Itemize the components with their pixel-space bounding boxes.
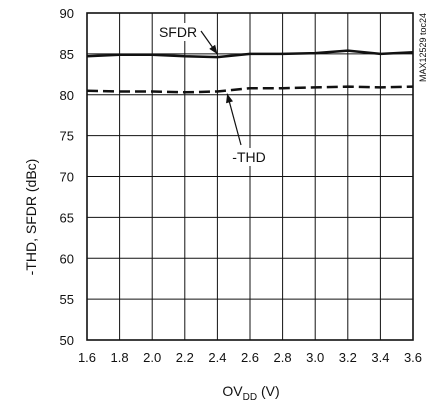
annotations: SFDR -THD	[155, 23, 269, 166]
x-tick-label: 2.2	[176, 350, 194, 365]
y-tick-label: 85	[60, 47, 74, 62]
y-tick-label: 50	[60, 333, 74, 348]
x-axis-label-unit: (V)	[257, 383, 280, 399]
x-axis-label-main: OV	[222, 383, 243, 399]
annotation-label-background	[155, 23, 201, 41]
grid	[86, 12, 414, 341]
x-tick-label: 2.8	[274, 350, 292, 365]
y-tick-label: 90	[60, 6, 74, 21]
y-tick-label: 80	[60, 88, 74, 103]
x-axis-label: OVDD (V)	[222, 383, 279, 403]
x-tick-label: 1.6	[78, 350, 96, 365]
x-tick-label: 1.8	[111, 350, 129, 365]
x-tick-label: 3.0	[306, 350, 324, 365]
x-tick-label: 3.4	[371, 350, 389, 365]
series-line-thd	[86, 85, 414, 94]
annotation-label-background	[229, 148, 269, 166]
x-tick-label: 3.2	[339, 350, 357, 365]
x-tick-label: 3.6	[404, 350, 422, 365]
x-axis-label-subscript: DD	[243, 392, 257, 403]
y-tick-label: 75	[60, 129, 74, 144]
x-tick-label: 2.0	[143, 350, 161, 365]
y-axis-label: -THD, SFDR (dBc)	[23, 159, 39, 276]
y-tick-label: 60	[60, 251, 74, 266]
y-tick-label: 65	[60, 210, 74, 225]
y-tick-label: 55	[60, 292, 74, 307]
annotation-label: -THD	[232, 149, 265, 165]
annotation-arrowhead	[226, 93, 233, 104]
figure-code: MAX12529 toc24	[418, 13, 428, 82]
series-lines	[86, 49, 414, 94]
annotation-label: SFDR	[159, 24, 197, 40]
x-tick-label: 2.6	[241, 350, 259, 365]
annotation-arrowhead	[209, 44, 218, 55]
plot-frame	[86, 12, 414, 341]
x-tick-label: 2.4	[208, 350, 226, 365]
series-line-sfdr	[86, 49, 414, 59]
tick-labels: 1.6 1.8 2.0 2.2 2.4 2.6 2.8 3.0 3.2 3.4 3.6 50 55 60 6…	[60, 6, 423, 365]
y-tick-label: 70	[60, 170, 74, 185]
